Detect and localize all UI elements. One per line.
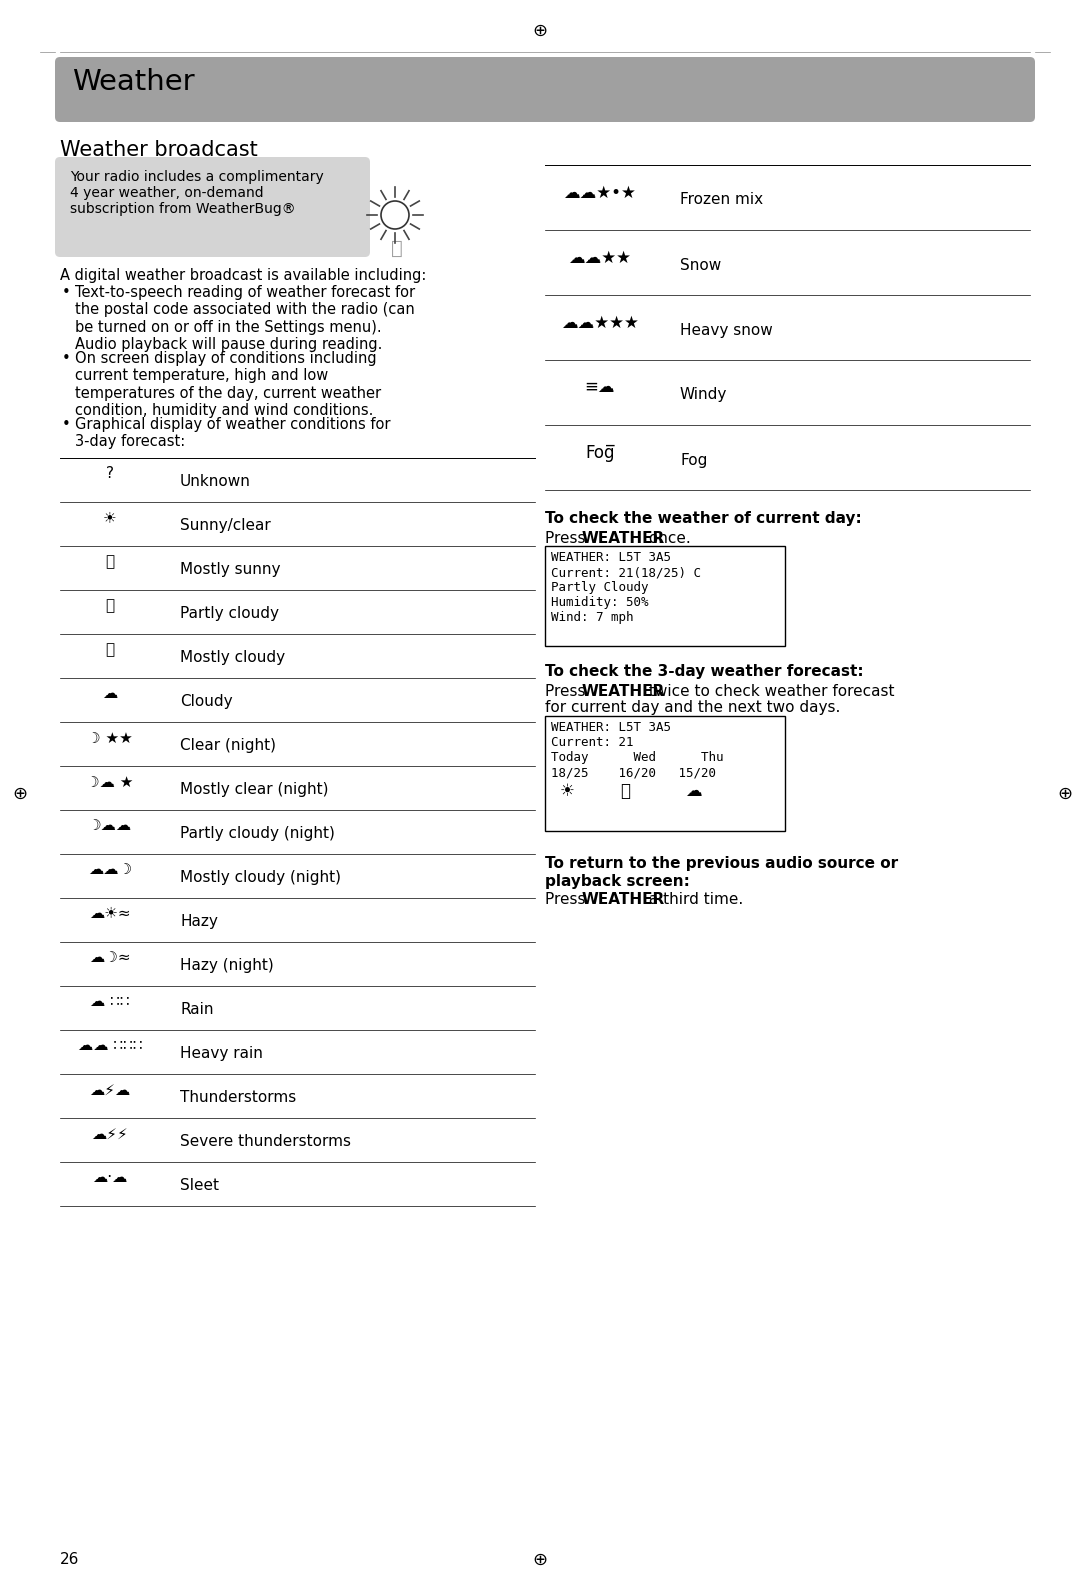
Text: ⛅: ⛅ [106, 555, 114, 569]
Text: ⛅: ⛅ [106, 642, 114, 658]
Text: ⛅: ⛅ [106, 599, 114, 613]
Text: WEATHER: L5T 3A5
Current: 21
Today      Wed      Thu
18/25    16/20   15/20: WEATHER: L5T 3A5 Current: 21 Today Wed T… [551, 721, 724, 779]
Text: Sleet: Sleet [180, 1177, 219, 1193]
Text: for current day and the next two days.: for current day and the next two days. [545, 701, 840, 715]
FancyBboxPatch shape [545, 717, 785, 831]
Text: ☁⚡⚡: ☁⚡⚡ [92, 1127, 129, 1141]
Text: Partly cloudy (night): Partly cloudy (night) [180, 826, 335, 841]
Text: Cloudy: Cloudy [180, 694, 232, 709]
Text: Hazy (night): Hazy (night) [180, 958, 273, 972]
Text: ☁☀≈: ☁☀≈ [90, 906, 131, 922]
Text: Severe thunderstorms: Severe thunderstorms [180, 1135, 351, 1149]
Circle shape [381, 200, 409, 229]
Text: Heavy rain: Heavy rain [180, 1046, 262, 1061]
Text: Press: Press [545, 891, 591, 907]
Text: Weather: Weather [72, 68, 194, 95]
Text: Windy: Windy [680, 388, 727, 402]
Text: ☽☁ ★: ☽☁ ★ [86, 774, 134, 790]
Text: ☁☁ ∷∷∷: ☁☁ ∷∷∷ [78, 1039, 143, 1054]
Text: ⊕: ⊕ [1057, 785, 1072, 802]
Text: Frozen mix: Frozen mix [680, 192, 764, 208]
Text: Mostly sunny: Mostly sunny [180, 563, 281, 577]
Text: •: • [62, 284, 71, 300]
Text: Fog: Fog [680, 453, 707, 467]
Text: To check the 3-day weather forecast:: To check the 3-day weather forecast: [545, 664, 864, 679]
Text: ☀: ☀ [104, 510, 117, 526]
Text: Fog̅: Fog̅ [585, 443, 615, 461]
Text: playback screen:: playback screen: [545, 874, 690, 888]
Text: On screen display of conditions including
current temperature, high and low
temp: On screen display of conditions includin… [75, 351, 381, 418]
Text: ☁☽≈: ☁☽≈ [90, 950, 131, 966]
Text: ☁☁★★: ☁☁★★ [568, 248, 632, 267]
Text: 26: 26 [60, 1552, 79, 1567]
Text: once.: once. [644, 531, 691, 547]
Text: Thunderstorms: Thunderstorms [180, 1090, 296, 1104]
Text: ☽ ★★: ☽ ★★ [87, 731, 133, 745]
Text: Rain: Rain [180, 1003, 214, 1017]
Text: Heavy snow: Heavy snow [680, 323, 773, 337]
Text: Text-to-speech reading of weather forecast for
the postal code associated with t: Text-to-speech reading of weather foreca… [75, 284, 415, 353]
Text: ☁·☁: ☁·☁ [92, 1171, 127, 1185]
Text: •: • [62, 416, 71, 432]
Text: Your radio includes a complimentary
4 year weather, on-demand
subscription from : Your radio includes a complimentary 4 ye… [70, 170, 324, 216]
Text: Press: Press [545, 683, 591, 699]
Text: A digital weather broadcast is available including:: A digital weather broadcast is available… [60, 269, 427, 283]
Text: Partly cloudy: Partly cloudy [180, 605, 279, 621]
Text: ⊕: ⊕ [13, 785, 28, 802]
Text: Graphical display of weather conditions for
3-day forecast:: Graphical display of weather conditions … [75, 416, 391, 450]
Text: Hazy: Hazy [180, 914, 218, 930]
Text: ☁ ∷∷: ☁ ∷∷ [91, 995, 130, 1009]
Text: ⊕: ⊕ [532, 22, 548, 40]
Text: •: • [62, 351, 71, 365]
Text: Sunny/clear: Sunny/clear [180, 518, 271, 532]
Text: To return to the previous audio source or: To return to the previous audio source o… [545, 856, 899, 871]
Text: ⛅: ⛅ [620, 782, 630, 799]
Text: ☀: ☀ [561, 782, 575, 799]
FancyBboxPatch shape [55, 157, 370, 257]
FancyBboxPatch shape [545, 547, 785, 647]
Text: WEATHER: WEATHER [582, 531, 665, 547]
Text: Mostly clear (night): Mostly clear (night) [180, 782, 328, 798]
Text: Weather broadcast: Weather broadcast [60, 140, 258, 160]
Text: 🐧: 🐧 [391, 238, 403, 257]
Text: Press: Press [545, 531, 591, 547]
Text: ☁☁★★★: ☁☁★★★ [562, 313, 639, 332]
Text: twice to check weather forecast: twice to check weather forecast [644, 683, 894, 699]
Text: Snow: Snow [680, 257, 721, 272]
Text: WEATHER: WEATHER [582, 891, 665, 907]
Text: Clear (night): Clear (night) [180, 737, 276, 753]
Text: Mostly cloudy (night): Mostly cloudy (night) [180, 871, 341, 885]
Text: ☁⚡☁: ☁⚡☁ [90, 1082, 131, 1098]
Text: a third time.: a third time. [644, 891, 743, 907]
Text: ☁: ☁ [685, 782, 702, 799]
Text: To check the weather of current day:: To check the weather of current day: [545, 512, 862, 526]
Text: ⊕: ⊕ [532, 1551, 548, 1568]
Text: Unknown: Unknown [180, 474, 251, 489]
Text: ☽☁☁: ☽☁☁ [87, 818, 132, 834]
Text: ≡☁: ≡☁ [584, 378, 616, 397]
Text: WEATHER: WEATHER [582, 683, 665, 699]
Text: Mostly cloudy: Mostly cloudy [180, 650, 285, 666]
FancyBboxPatch shape [55, 57, 1035, 122]
Text: ?: ? [106, 467, 114, 481]
Text: ☁: ☁ [103, 686, 118, 701]
Text: ☁☁★•★: ☁☁★•★ [564, 183, 636, 202]
Text: WEATHER: L5T 3A5
Current: 21(18/25) C
Partly Cloudy
Humidity: 50%
Wind: 7 mph: WEATHER: L5T 3A5 Current: 21(18/25) C Pa… [551, 551, 701, 624]
Text: ☁☁☽: ☁☁☽ [87, 863, 132, 877]
